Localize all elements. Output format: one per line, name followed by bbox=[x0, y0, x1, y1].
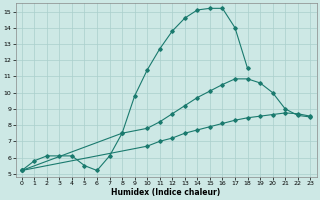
X-axis label: Humidex (Indice chaleur): Humidex (Indice chaleur) bbox=[111, 188, 221, 197]
